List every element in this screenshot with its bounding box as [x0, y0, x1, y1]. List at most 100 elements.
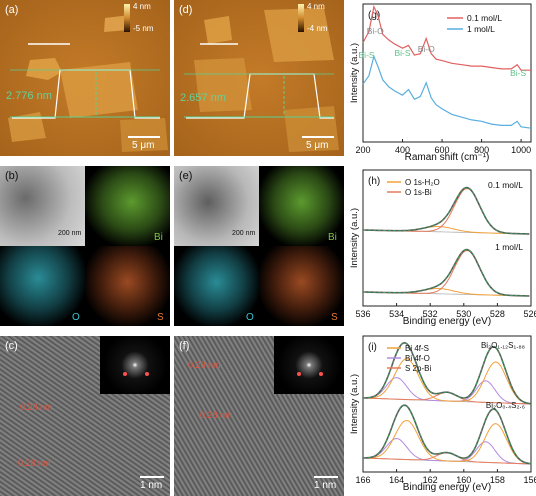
- xps-o-h2o-peak: [363, 288, 530, 297]
- legend-text-i0: Bi 4f-S: [405, 344, 429, 353]
- lattice-spacing-c2: 0.28 nm: [18, 458, 51, 468]
- colorbar-d: [298, 4, 304, 32]
- fft-spot-f2: [319, 372, 323, 376]
- xps-o-baseline: [363, 229, 530, 235]
- xps-bi-4f-s-peak: [363, 358, 532, 405]
- chart-label-h: (h): [368, 176, 380, 187]
- xps-s-2p-peak: [362, 452, 532, 465]
- colorbar-min-a: -5 nm: [133, 24, 154, 33]
- xps-o-fit: [363, 249, 530, 297]
- raman-series-1: [362, 54, 532, 129]
- element-label-s-b: S: [157, 312, 164, 323]
- x-tick-label: 532: [423, 309, 438, 319]
- height-label-d: 2.657 nm: [180, 92, 226, 104]
- curve-label-i1: Bi₂O₀.₄S₂.₆: [486, 401, 525, 410]
- xps-bi-4f-o-peak: [363, 437, 532, 465]
- afm-image-a: [0, 0, 170, 156]
- scale-text-a: 5 μm: [132, 140, 155, 151]
- xps-o-bi-peak: [363, 249, 530, 297]
- o-map-e: [174, 246, 259, 326]
- colorbar-max-a: 4 nm: [133, 2, 151, 11]
- xps-bi-fit: [363, 342, 532, 405]
- panel-d-afm: (d) 4 nm -4 nm 2.657 nm 5 μm: [174, 0, 344, 156]
- x-tick-label: 534: [389, 309, 404, 319]
- legend-text-h1: O 1s-Bi: [405, 188, 432, 197]
- y-axis-label-h: Intensity (a.u.): [349, 208, 360, 268]
- panel-e-eds: (e) 200 nm Bi O S: [174, 166, 344, 326]
- element-label-s-e: S: [331, 312, 338, 323]
- element-label-o-e: O: [246, 312, 254, 323]
- lattice-spacing-f2: 0.28 nm: [200, 410, 233, 420]
- chart-label-i: (i): [368, 342, 377, 353]
- x-tick-label: 536: [355, 309, 370, 319]
- x-tick-label: 200: [355, 145, 370, 155]
- panel-f-hrtem: (f) 0.28 nm 0.28 nm 1 nm: [174, 336, 344, 496]
- raman-annotation: Bi-S: [359, 50, 375, 60]
- x-tick-label: 158: [490, 475, 505, 485]
- x-tick-label: 162: [423, 475, 438, 485]
- curve-label-i0: Bi₂O₁.₁₂S₁.₈₈: [481, 341, 525, 350]
- tem-image-b: [0, 166, 85, 246]
- colorbar-min-d: -4 nm: [307, 24, 328, 33]
- curve-label-h1: 1 mol/L: [495, 242, 523, 252]
- fft-spot-c1: [123, 372, 127, 376]
- s-map-e: [259, 246, 344, 326]
- xps-s-2p-peak: [362, 391, 532, 405]
- element-label-bi-b: Bi: [154, 232, 163, 243]
- x-axis-label-g: Raman shift (cm⁻¹): [405, 152, 490, 163]
- raman-annotation: Bi-O: [418, 44, 435, 54]
- panel-label-e: (e): [179, 170, 193, 182]
- scale-text-b: 200 nm: [58, 230, 82, 237]
- chart-frame-g: [362, 3, 532, 143]
- xps-o-envelope: [363, 248, 530, 297]
- x-tick-label: 160: [456, 475, 471, 485]
- fft-spot-c2: [145, 372, 149, 376]
- raman-annotation: Bi-S: [510, 68, 526, 78]
- x-tick-label: 526: [523, 309, 536, 319]
- chart-frame-i: [362, 335, 532, 473]
- panel-label-a: (a): [5, 4, 19, 16]
- xps-bi-envelope: [363, 341, 532, 405]
- xps-o-h2o-peak: [363, 226, 530, 235]
- y-axis-label-g: Intensity (a.u.): [349, 43, 360, 103]
- element-label-o-b: O: [72, 312, 80, 323]
- panel-label-d: (d): [179, 4, 193, 16]
- xps-o-fit: [363, 187, 530, 235]
- o-map-b: [0, 246, 85, 326]
- fft-inset-f: [274, 336, 344, 394]
- x-tick-label: 1000: [511, 145, 531, 155]
- x-axis-label-h: Binding energy (eV): [403, 316, 491, 327]
- scale-text-d: 5 μm: [306, 140, 329, 151]
- xps-o-bi-peak: [363, 187, 530, 235]
- element-label-bi-e: Bi: [328, 232, 337, 243]
- panel-label-f: (f): [179, 340, 190, 352]
- lattice-spacing-c1: 0.28 nm: [20, 402, 53, 412]
- chart-label-g: (g): [368, 10, 380, 21]
- curve-label-h0: 0.1 mol/L: [488, 180, 523, 190]
- x-tick-label: 156: [523, 475, 536, 485]
- scale-text-c: 1 nm: [140, 480, 163, 491]
- x-tick-label: 166: [355, 475, 370, 485]
- xps-bi-4f-s-peak: [363, 419, 532, 465]
- scale-text-e: 200 nm: [232, 230, 256, 237]
- scale-bar-f: [314, 476, 338, 478]
- tem-image-e: [174, 166, 259, 246]
- legend-text-i1: Bi 4f-O: [405, 354, 430, 363]
- xps-bi-envelope: [363, 404, 532, 465]
- legend-text-i2: S 2p-Bi: [405, 364, 431, 373]
- legend-text-g1: 1 mol/L: [467, 24, 495, 34]
- chart-frame-h: [362, 169, 532, 307]
- raman-annotation: Bi-S: [394, 48, 410, 58]
- bi-map-b: [85, 166, 170, 246]
- y-axis-label-i: Intensity (a.u.): [349, 374, 360, 434]
- scale-bar-c: [140, 476, 164, 478]
- x-tick-label: 530: [456, 309, 471, 319]
- colorbar-a: [124, 4, 130, 32]
- raman-annotation: Bi-O: [367, 26, 384, 36]
- x-tick-label: 528: [490, 309, 505, 319]
- panel-a-afm: (a) 4 nm -5 nm 2.776 nm 5 μm: [0, 0, 170, 156]
- x-tick-label: 600: [435, 145, 450, 155]
- xps-o-baseline: [363, 291, 530, 297]
- bi-map-e: [259, 166, 344, 246]
- x-tick-label: 400: [395, 145, 410, 155]
